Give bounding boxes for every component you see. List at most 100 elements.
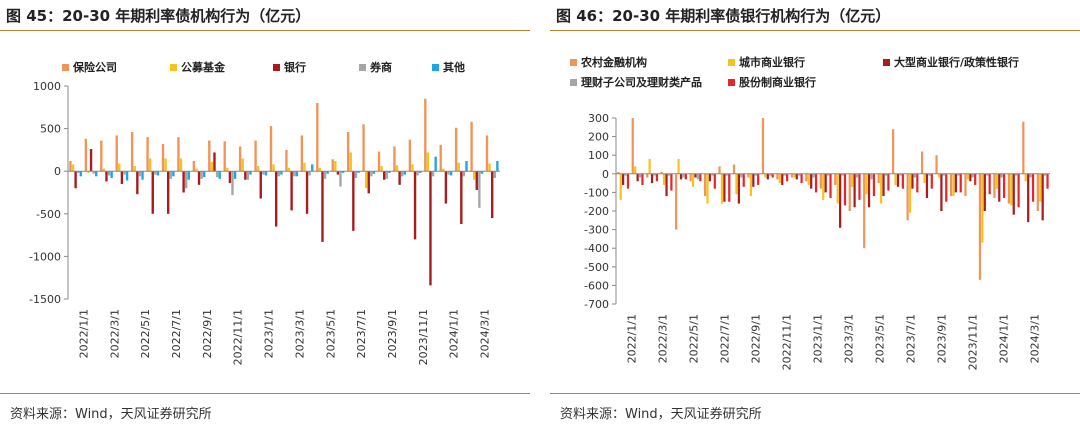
y-tick-label: -300 bbox=[584, 224, 609, 237]
bar bbox=[617, 171, 620, 174]
x-tick-label: 2023/7/1 bbox=[905, 314, 918, 363]
x-tick-label: 2022/9/1 bbox=[750, 314, 763, 363]
bar bbox=[457, 162, 460, 172]
x-tick-label: 2023/9/1 bbox=[386, 309, 399, 358]
bar bbox=[308, 171, 311, 176]
bar bbox=[786, 173, 789, 182]
bar bbox=[662, 173, 666, 185]
bar bbox=[781, 173, 784, 185]
chart-panel-left: 图 45：20-30 年期利率债机构行为（亿元） 保险公司 公募基金 银行 券商 其他 -… bbox=[0, 0, 530, 430]
bar bbox=[896, 173, 900, 187]
chart-title-bar: 图 45：20-30 年期利率债机构行为（亿元） bbox=[0, 0, 530, 31]
bar bbox=[470, 121, 473, 172]
bar bbox=[732, 164, 736, 174]
bar bbox=[682, 173, 685, 178]
bar bbox=[238, 146, 242, 172]
bar bbox=[154, 171, 157, 175]
bar bbox=[805, 173, 808, 182]
x-tick-label: 2023/1/1 bbox=[263, 309, 276, 358]
bar bbox=[454, 127, 458, 172]
bar bbox=[305, 171, 309, 214]
bar bbox=[84, 138, 88, 172]
bar bbox=[793, 173, 796, 178]
legend-label: 理财子公司及理财类产品 bbox=[581, 75, 702, 89]
bar bbox=[648, 158, 651, 174]
source-note: 资料来源：Wind，天风证券研究所 bbox=[10, 407, 212, 422]
bar bbox=[858, 173, 861, 200]
bar bbox=[1031, 173, 1035, 202]
bar bbox=[226, 167, 229, 172]
chart-title: 图 46：20-30 年期利率债银行机构行为（亿元） bbox=[556, 7, 891, 25]
x-tick-label: 2023/1/1 bbox=[812, 314, 825, 363]
bar bbox=[646, 173, 649, 178]
bar bbox=[945, 173, 948, 202]
bar bbox=[215, 171, 219, 178]
bar bbox=[403, 171, 406, 175]
bar bbox=[829, 173, 832, 198]
bar bbox=[485, 135, 489, 172]
x-tick-label: 2023/5/1 bbox=[324, 309, 337, 358]
y-tick-label: 0 bbox=[54, 165, 61, 178]
legend-label: 农村金融机构 bbox=[580, 55, 647, 69]
chart-title-bar: 图 46：20-30 年期利率债银行机构行为（亿元） bbox=[550, 0, 1080, 31]
bar bbox=[935, 155, 938, 174]
x-tick-label: 2024/1/1 bbox=[448, 309, 461, 358]
bar bbox=[892, 129, 895, 174]
bar bbox=[670, 173, 673, 191]
bar bbox=[959, 173, 962, 193]
bar bbox=[942, 173, 945, 176]
bar bbox=[228, 171, 232, 184]
bar bbox=[819, 173, 822, 189]
bar bbox=[208, 140, 211, 172]
y-tick-label: 300 bbox=[588, 112, 609, 125]
bar bbox=[807, 173, 810, 185]
bar bbox=[735, 173, 738, 195]
bar bbox=[928, 173, 931, 176]
bar bbox=[906, 173, 909, 221]
bar bbox=[295, 171, 298, 177]
x-tick-label: 2022/3/1 bbox=[108, 309, 121, 358]
bar bbox=[923, 173, 926, 184]
x-tick-label: 2022/3/1 bbox=[657, 314, 670, 363]
bar bbox=[377, 151, 381, 172]
y-tick-label: 100 bbox=[588, 149, 609, 162]
bar bbox=[1017, 173, 1020, 208]
bar bbox=[634, 166, 637, 174]
source-bar: 资料来源：Wind，天风证券研究所 bbox=[0, 393, 530, 422]
bar bbox=[971, 173, 974, 178]
bar bbox=[164, 158, 167, 172]
bar bbox=[665, 173, 668, 197]
bar bbox=[362, 124, 365, 172]
bar bbox=[311, 164, 314, 172]
bar bbox=[795, 173, 798, 180]
bar bbox=[638, 173, 642, 178]
bar bbox=[166, 171, 170, 214]
legend-label: 其他 bbox=[443, 60, 465, 74]
bar bbox=[930, 173, 933, 189]
bar bbox=[725, 173, 728, 176]
y-tick-label: -600 bbox=[584, 279, 609, 292]
bar bbox=[398, 171, 401, 185]
bar bbox=[395, 165, 399, 172]
bar bbox=[218, 171, 221, 179]
bar bbox=[1039, 173, 1042, 202]
bar bbox=[339, 171, 342, 187]
bar bbox=[300, 135, 304, 172]
bar bbox=[696, 173, 700, 180]
bar bbox=[655, 173, 659, 182]
bar bbox=[285, 149, 288, 172]
bar bbox=[102, 168, 106, 172]
bar bbox=[264, 171, 268, 176]
bar bbox=[1043, 173, 1047, 176]
bar bbox=[848, 173, 851, 211]
bar bbox=[254, 140, 257, 172]
bar bbox=[318, 167, 322, 172]
x-tick-label: 2022/7/1 bbox=[719, 314, 732, 363]
bar bbox=[1022, 121, 1025, 174]
bar bbox=[1024, 173, 1027, 182]
bar bbox=[177, 137, 180, 172]
bar bbox=[326, 171, 329, 174]
bar bbox=[1012, 173, 1015, 215]
bar bbox=[92, 171, 95, 174]
bar bbox=[778, 173, 781, 184]
